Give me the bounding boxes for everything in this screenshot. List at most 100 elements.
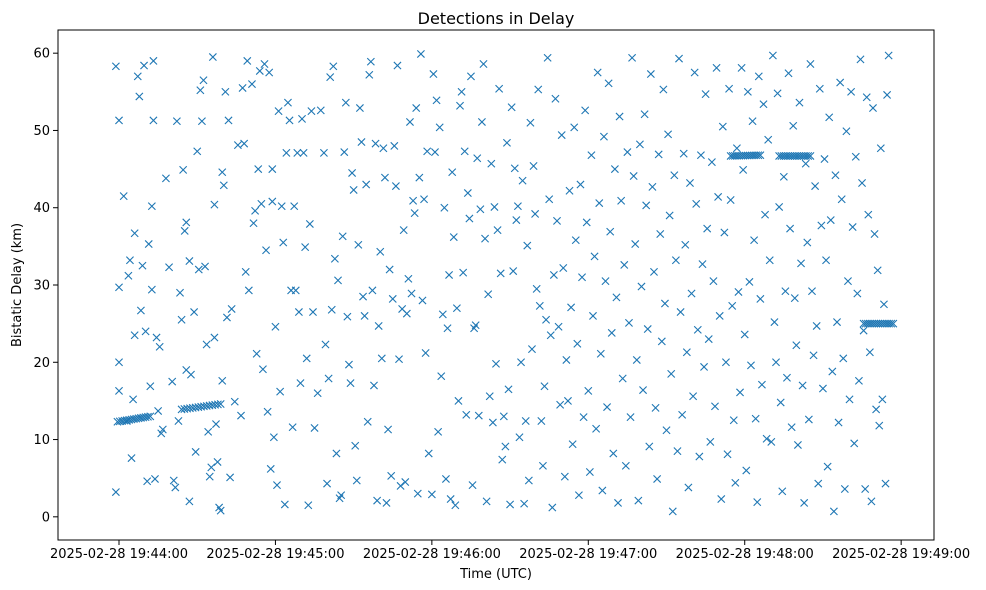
marker-stroke	[150, 474, 159, 483]
marker-stroke	[243, 56, 252, 65]
track-point	[756, 151, 765, 160]
marker-stroke	[751, 414, 760, 423]
data-point	[654, 150, 663, 159]
marker-stroke	[351, 441, 360, 450]
data-point	[606, 227, 615, 236]
marker-stroke	[621, 461, 630, 470]
y-tick-label: 30	[33, 279, 50, 294]
data-point	[344, 360, 353, 369]
marker-stroke	[298, 114, 307, 123]
marker-stroke	[445, 270, 454, 279]
data-point	[746, 361, 755, 370]
data-point	[337, 491, 346, 500]
marker-stroke	[768, 51, 777, 60]
marker-stroke	[809, 351, 818, 360]
data-point	[740, 330, 749, 339]
data-point	[369, 381, 378, 390]
marker-stroke	[806, 60, 815, 68]
marker-stroke	[471, 321, 480, 330]
data-point	[177, 315, 186, 324]
marker-stroke	[327, 305, 336, 314]
marker-stroke	[177, 405, 186, 414]
x-tick-label: 2025-02-28 19:44:00	[50, 547, 188, 562]
track-point	[143, 412, 152, 421]
marker-stroke	[701, 90, 710, 99]
marker-stroke	[111, 488, 120, 497]
data-point	[319, 148, 328, 157]
marker-stroke	[635, 140, 644, 149]
data-point	[274, 107, 283, 116]
data-point	[648, 182, 657, 191]
data-point	[465, 214, 474, 223]
data-point	[809, 351, 818, 360]
data-point	[385, 265, 394, 274]
data-point	[875, 421, 884, 430]
data-point	[299, 148, 308, 157]
data-point	[679, 149, 688, 158]
marker-stroke	[651, 403, 660, 412]
data-point	[584, 386, 593, 395]
marker-stroke	[585, 468, 594, 476]
marker-stroke	[299, 148, 308, 157]
marker-stroke	[662, 426, 671, 435]
data-point	[194, 265, 203, 274]
marker-stroke	[435, 123, 444, 132]
marker-stroke	[276, 387, 285, 396]
marker-stroke	[756, 151, 765, 160]
marker-stroke	[249, 219, 258, 228]
marker-stroke	[740, 330, 749, 339]
data-point	[334, 276, 342, 285]
data-point	[227, 304, 236, 313]
marker-stroke	[271, 322, 280, 331]
data-point	[255, 66, 264, 75]
marker-stroke	[839, 354, 848, 363]
data-point	[587, 151, 596, 160]
marker-stroke	[543, 53, 552, 62]
data-point	[732, 144, 741, 153]
marker-stroke	[180, 226, 189, 235]
marker-stroke	[793, 440, 802, 449]
marker-stroke	[409, 196, 418, 205]
marker-stroke	[712, 63, 721, 72]
data-point	[640, 110, 649, 119]
marker-stroke	[337, 491, 346, 500]
data-point	[377, 354, 386, 363]
marker-stroke	[567, 303, 576, 312]
marker-stroke	[598, 486, 607, 495]
data-point	[548, 503, 557, 512]
data-point	[879, 300, 888, 309]
marker-stroke	[527, 345, 536, 354]
data-point	[374, 321, 383, 330]
data-point	[429, 70, 438, 79]
data-point	[402, 309, 411, 318]
marker-stroke	[119, 192, 128, 201]
data-point	[440, 203, 449, 212]
data-point	[283, 98, 292, 107]
marker-stroke	[671, 256, 680, 265]
marker-stroke	[438, 310, 447, 319]
marker-stroke	[872, 405, 881, 414]
data-point	[294, 308, 303, 317]
data-point	[568, 440, 577, 449]
marker-stroke	[607, 328, 616, 337]
track-point	[216, 400, 225, 408]
marker-stroke	[221, 87, 230, 96]
data-point	[768, 51, 777, 60]
data-point	[146, 382, 155, 391]
marker-stroke	[257, 199, 266, 208]
marker-stroke	[737, 63, 746, 72]
data-point	[438, 310, 447, 319]
marker-stroke	[883, 90, 892, 99]
marker-stroke	[584, 386, 593, 395]
x-axis: 2025-02-28 19:44:00 2025-02-28 19:45:00 20…	[50, 540, 970, 562]
data-point	[401, 478, 410, 487]
marker-stroke	[459, 268, 468, 277]
marker-stroke	[631, 240, 640, 249]
marker-stroke	[269, 433, 278, 442]
marker-stroke	[513, 202, 522, 211]
marker-stroke	[562, 355, 571, 364]
data-point	[285, 116, 294, 125]
data-point	[271, 322, 280, 331]
marker-stroke	[714, 192, 723, 201]
marker-stroke	[130, 331, 139, 340]
